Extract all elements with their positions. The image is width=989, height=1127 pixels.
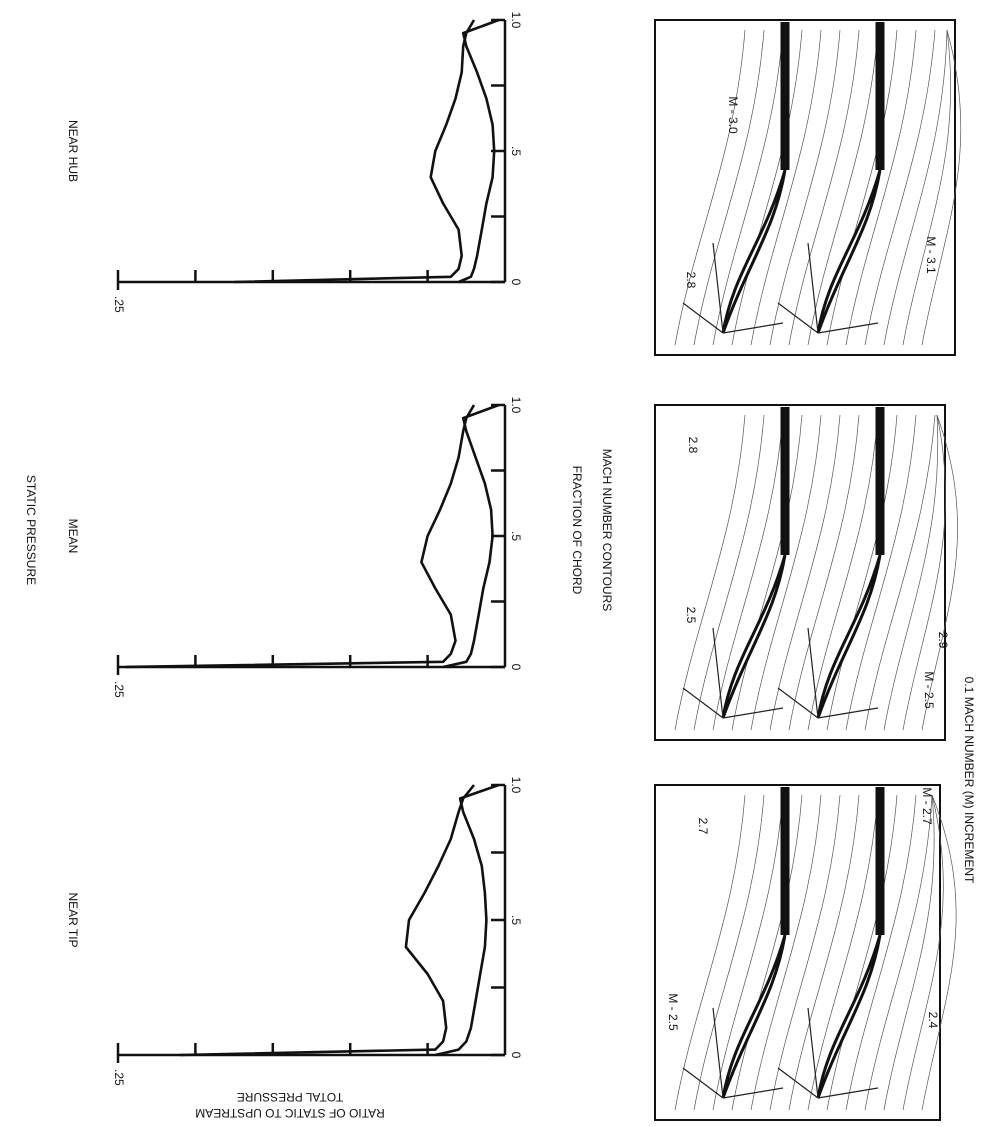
contour-line: [807, 29, 879, 346]
figure-title: STATIC PRESSURE: [24, 475, 38, 585]
shock: [682, 242, 784, 334]
contour-frame: [654, 784, 941, 1121]
contour-line: [864, 29, 936, 346]
shock: [777, 242, 879, 334]
contour-line: [845, 414, 917, 731]
contour-label: 2.8: [684, 272, 698, 289]
contour-line: [712, 794, 784, 1111]
shock: [682, 1007, 784, 1099]
contour-label: 2.7: [696, 818, 710, 835]
contour-line: [864, 414, 936, 731]
contour-line: [826, 29, 898, 346]
y-tick-label: .25: [112, 1069, 126, 1086]
x-tick-label: 1.0: [509, 397, 523, 414]
pressure-curve: [435, 783, 500, 1057]
panel-title: NEAR TIP: [66, 892, 80, 947]
shock: [777, 627, 879, 719]
shock: [682, 627, 784, 719]
contour-label: M - 2.7: [920, 787, 934, 825]
x-tick-label: 0: [509, 664, 523, 671]
contour-line: [807, 414, 879, 731]
contour-line: [883, 414, 939, 731]
contour-line: [712, 29, 784, 346]
contour-line: [731, 794, 803, 1111]
contour-line: [750, 794, 822, 1111]
pressure-curve: [234, 19, 476, 284]
contour-line: [788, 794, 860, 1111]
contour-line: [902, 414, 946, 731]
y-tick-label: .25: [112, 296, 126, 313]
contour-line: [902, 29, 952, 346]
x-tick-label: 0: [509, 279, 523, 286]
x-tick-label: 1.0: [509, 777, 523, 794]
x-tick-label: .5: [509, 915, 523, 925]
contour-line: [845, 29, 917, 346]
contour-line: [864, 794, 933, 1111]
pressure-curve: [125, 404, 476, 669]
contour-frame: [654, 19, 956, 356]
contour-line: [731, 29, 803, 346]
x-tick-label: 0: [509, 1052, 523, 1059]
panel-title: MEAN: [66, 519, 80, 554]
contour-label: M - 2.5: [922, 671, 936, 709]
contour-line: [788, 414, 860, 731]
contour-label: 2.4: [926, 1012, 940, 1029]
contour-line: [921, 794, 957, 1111]
contour-line: [731, 414, 803, 731]
y-axis-label: RATIO OF STATIC TO UPSTREAM: [195, 1106, 385, 1120]
contour-line: [712, 414, 784, 731]
contour-line: [921, 29, 962, 346]
pressure-curve: [179, 784, 476, 1057]
x-tick-label: .5: [509, 531, 523, 541]
contour-label: M - 3.0: [726, 96, 740, 134]
contour-line: [883, 794, 935, 1111]
contour-line: [693, 794, 765, 1111]
contour-label: M - 3.1: [924, 236, 938, 274]
contour-line: [826, 414, 898, 731]
contour-frame: [654, 404, 946, 741]
y-axis-label: TOTAL PRESSURE: [237, 1090, 343, 1104]
contour-label: 2.8: [686, 437, 700, 454]
contour-title: MACH NUMBER CONTOURS: [600, 449, 614, 611]
contour-line: [845, 794, 917, 1111]
contour-line: [921, 414, 958, 731]
contour-line: [750, 414, 822, 731]
pressure-curve: [458, 18, 500, 284]
x-tick-label: .5: [509, 146, 523, 156]
x-axis-label: FRACTION OF CHORD: [570, 466, 584, 595]
contour-label: 2.5: [684, 607, 698, 624]
panel-title: NEAR HUB: [66, 120, 80, 182]
contour-label: M - 2.5: [666, 993, 680, 1031]
contour-note: 0.1 MACH NUMBER (M) INCREMENT: [962, 677, 976, 884]
contour-line: [807, 794, 879, 1111]
contour-line: [883, 29, 948, 346]
contour-line: [750, 29, 822, 346]
x-tick-label: 1.0: [509, 12, 523, 29]
contour-line: [902, 794, 944, 1111]
contour-line: [788, 29, 860, 346]
contour-line: [693, 414, 765, 731]
contour-line: [826, 794, 898, 1111]
pressure-curve: [442, 403, 500, 669]
contour-label: 2.9: [936, 632, 950, 649]
shock: [777, 1007, 879, 1099]
y-tick-label: .25: [112, 681, 126, 698]
contour-line: [693, 29, 765, 346]
